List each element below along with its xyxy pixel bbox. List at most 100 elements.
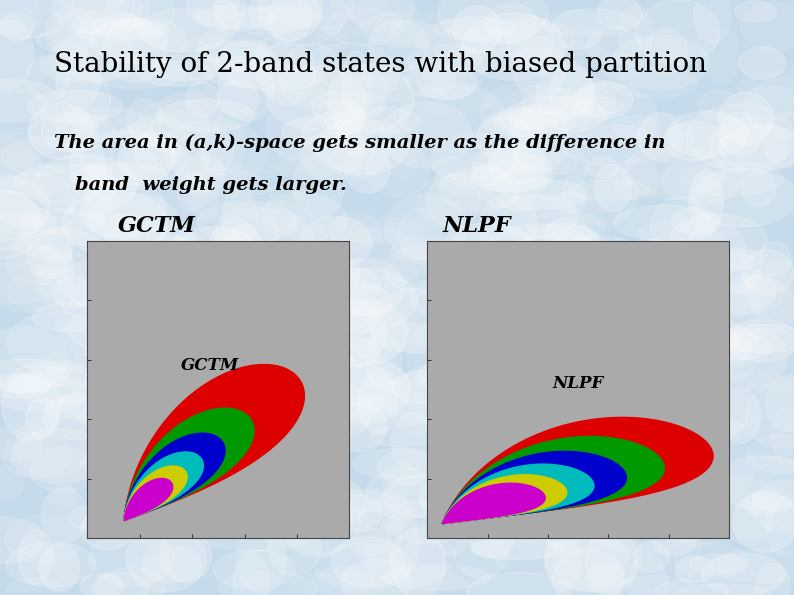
Ellipse shape [368, 20, 429, 73]
Ellipse shape [491, 108, 560, 130]
Ellipse shape [585, 563, 626, 594]
Ellipse shape [254, 35, 295, 96]
Ellipse shape [159, 170, 219, 229]
Ellipse shape [50, 54, 88, 84]
Ellipse shape [722, 388, 761, 443]
Ellipse shape [622, 314, 723, 375]
Ellipse shape [399, 397, 434, 424]
Ellipse shape [174, 355, 276, 424]
Ellipse shape [81, 510, 134, 549]
Ellipse shape [573, 79, 615, 125]
Ellipse shape [257, 193, 347, 249]
Ellipse shape [680, 162, 784, 196]
Ellipse shape [153, 366, 249, 417]
Ellipse shape [489, 375, 575, 407]
Ellipse shape [0, 173, 76, 228]
Ellipse shape [165, 233, 214, 293]
Ellipse shape [595, 353, 671, 409]
Ellipse shape [115, 278, 190, 331]
Ellipse shape [293, 153, 344, 218]
Text: Stability of 2-band states with biased partition: Stability of 2-band states with biased p… [54, 51, 707, 77]
Ellipse shape [650, 516, 697, 556]
Ellipse shape [314, 361, 387, 390]
Ellipse shape [59, 0, 123, 13]
Ellipse shape [249, 0, 347, 46]
Ellipse shape [434, 48, 521, 73]
Ellipse shape [400, 538, 456, 579]
Ellipse shape [18, 529, 53, 584]
Ellipse shape [772, 404, 794, 469]
Ellipse shape [533, 96, 623, 117]
Ellipse shape [314, 299, 408, 365]
Ellipse shape [80, 574, 124, 595]
Ellipse shape [56, 54, 100, 109]
Ellipse shape [27, 90, 123, 123]
Ellipse shape [118, 137, 188, 183]
Text: GCTM: GCTM [181, 358, 240, 374]
Ellipse shape [616, 289, 696, 312]
Ellipse shape [461, 13, 565, 80]
Ellipse shape [408, 43, 472, 81]
Ellipse shape [610, 68, 698, 98]
Ellipse shape [71, 0, 142, 29]
Ellipse shape [698, 89, 739, 122]
Ellipse shape [485, 18, 575, 61]
Ellipse shape [198, 25, 267, 67]
Ellipse shape [85, 330, 192, 369]
Ellipse shape [160, 374, 259, 440]
Ellipse shape [117, 125, 156, 149]
Ellipse shape [359, 371, 398, 434]
Ellipse shape [75, 0, 174, 40]
Ellipse shape [81, 182, 167, 239]
Ellipse shape [27, 231, 71, 278]
Ellipse shape [742, 171, 776, 206]
Ellipse shape [597, 0, 642, 29]
Ellipse shape [40, 544, 79, 591]
Ellipse shape [709, 116, 788, 175]
Ellipse shape [577, 475, 678, 520]
Ellipse shape [679, 248, 765, 271]
Ellipse shape [596, 439, 664, 484]
Ellipse shape [0, 146, 41, 191]
Ellipse shape [105, 213, 140, 261]
Ellipse shape [507, 15, 553, 68]
Ellipse shape [106, 317, 213, 377]
Ellipse shape [69, 283, 129, 307]
Ellipse shape [0, 214, 71, 234]
Ellipse shape [506, 155, 547, 198]
Ellipse shape [435, 162, 507, 196]
Ellipse shape [730, 280, 760, 350]
Ellipse shape [436, 24, 486, 71]
Ellipse shape [389, 21, 436, 46]
Ellipse shape [600, 54, 642, 80]
Ellipse shape [328, 64, 414, 133]
Ellipse shape [141, 546, 202, 583]
Ellipse shape [75, 16, 168, 61]
Ellipse shape [337, 337, 395, 388]
Ellipse shape [182, 166, 280, 198]
Ellipse shape [586, 527, 637, 595]
Ellipse shape [202, 124, 266, 184]
Ellipse shape [0, 176, 50, 240]
Ellipse shape [442, 421, 542, 477]
Polygon shape [124, 452, 203, 521]
Ellipse shape [267, 92, 318, 160]
Ellipse shape [723, 492, 772, 545]
Ellipse shape [334, 268, 380, 304]
Ellipse shape [295, 318, 376, 364]
Ellipse shape [156, 413, 225, 444]
Ellipse shape [168, 512, 272, 534]
Ellipse shape [222, 225, 266, 294]
Ellipse shape [59, 214, 167, 248]
Ellipse shape [499, 85, 590, 146]
Polygon shape [442, 483, 545, 524]
Ellipse shape [233, 552, 269, 595]
Ellipse shape [654, 580, 729, 595]
Ellipse shape [0, 244, 74, 312]
Ellipse shape [508, 104, 569, 172]
Ellipse shape [177, 155, 225, 192]
Ellipse shape [213, 550, 295, 589]
Ellipse shape [488, 145, 545, 184]
Ellipse shape [349, 529, 391, 556]
Ellipse shape [103, 18, 167, 82]
